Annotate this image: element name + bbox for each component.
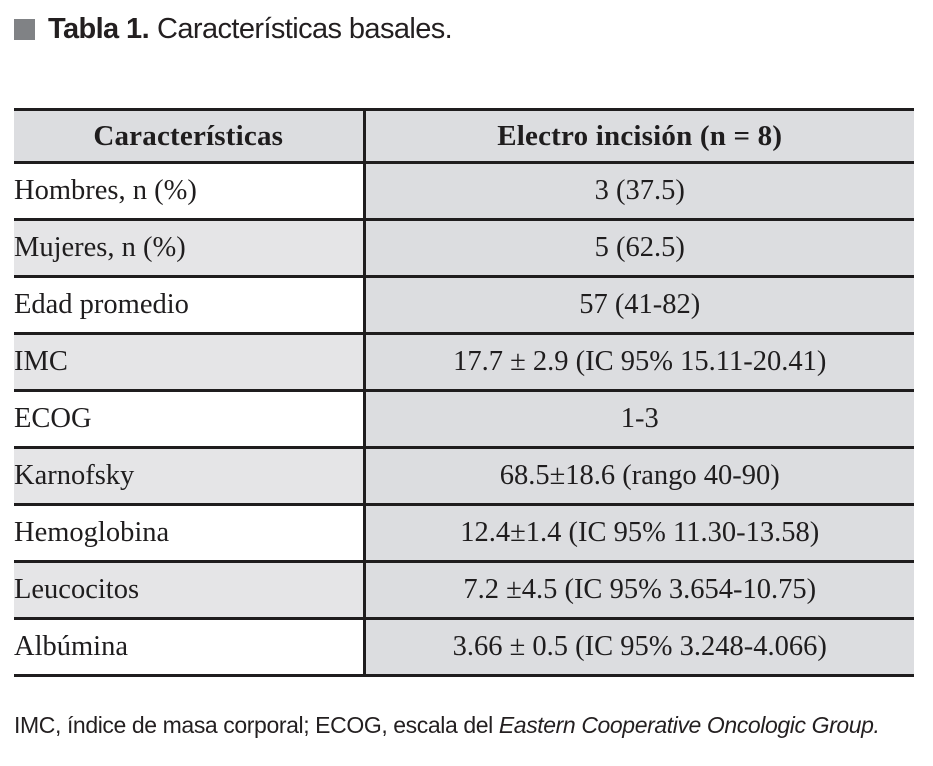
row-label: Hemoglobina [14, 503, 364, 562]
row-value: 12.4±1.4 (IC 95% 11.30-13.58) [362, 503, 914, 562]
row-label: ECOG [14, 389, 364, 448]
table-row: Edad promedio 57 (41-82) [14, 275, 914, 334]
row-value: 57 (41-82) [362, 275, 914, 334]
row-label: Karnofsky [14, 446, 364, 505]
table-footnote: IMC, índice de masa corporal; ECOG, esca… [14, 712, 880, 739]
table-caption-number: Tabla 1. [48, 13, 150, 45]
table-row: Hemoglobina 12.4±1.4 (IC 95% 11.30-13.58… [14, 503, 914, 562]
table-row: ECOG 1-3 [14, 389, 914, 448]
baseline-characteristics-table: Características Electro incisión (n = 8)… [14, 108, 914, 677]
bullet-square-icon [14, 19, 35, 40]
row-label: IMC [14, 332, 364, 391]
table-caption-text: Características basales. [157, 13, 453, 45]
table-row: Hombres, n (%) 3 (37.5) [14, 161, 914, 220]
row-label: Albúmina [14, 617, 364, 676]
row-value: 17.7 ± 2.9 (IC 95% 15.11-20.41) [362, 332, 914, 391]
row-label: Edad promedio [14, 275, 364, 334]
footnote-italic-text: Eastern Cooperative Oncologic Group. [498, 712, 880, 738]
row-label: Mujeres, n (%) [14, 218, 364, 277]
table-caption: Tabla 1. Características basales. [14, 13, 453, 46]
table-row: Albúmina 3.66 ± 0.5 (IC 95% 3.248-4.066) [14, 617, 914, 676]
row-value: 7.2 ±4.5 (IC 95% 3.654-10.75) [362, 560, 914, 619]
table-row: Karnofsky 68.5±18.6 (rango 40-90) [14, 446, 914, 505]
row-value: 3.66 ± 0.5 (IC 95% 3.248-4.066) [362, 617, 914, 676]
table-row: IMC 17.7 ± 2.9 (IC 95% 15.11-20.41) [14, 332, 914, 391]
row-label: Hombres, n (%) [14, 161, 364, 220]
header-row: Características Electro incisión (n = 8) [14, 108, 914, 163]
row-value: 68.5±18.6 (rango 40-90) [362, 446, 914, 505]
row-value: 5 (62.5) [362, 218, 914, 277]
column-header-electro-incision: Electro incisión (n = 8) [362, 108, 914, 163]
row-value: 3 (37.5) [362, 161, 914, 220]
row-value: 1-3 [362, 389, 914, 448]
table-row: Leucocitos 7.2 ±4.5 (IC 95% 3.654-10.75) [14, 560, 914, 619]
table-row: Mujeres, n (%) 5 (62.5) [14, 218, 914, 277]
row-label: Leucocitos [14, 560, 364, 619]
column-header-caracteristicas: Características [14, 108, 364, 163]
footnote-text: IMC, índice de masa corporal; ECOG, esca… [14, 712, 499, 738]
